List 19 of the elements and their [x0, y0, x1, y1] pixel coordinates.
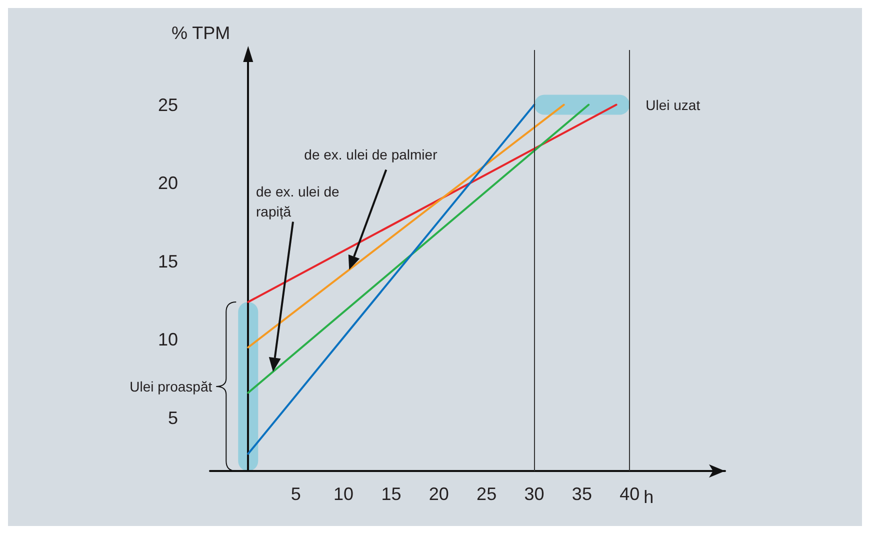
x-tick-label: 25 [476, 484, 497, 504]
annotation: Ulei uzat [646, 96, 700, 113]
x-tick-label: 40 [620, 484, 640, 504]
y-tick-label: 10 [158, 330, 178, 350]
x-tick-label: 15 [381, 484, 402, 504]
y-tick-label: 15 [158, 251, 178, 272]
x-tick-label: 5 [290, 484, 301, 504]
annotation: de ex. ulei de palmier [304, 146, 438, 163]
x-tick-label: 35 [572, 484, 592, 504]
x-tick-label: 20 [428, 484, 449, 504]
y-axis-title: % TPM [171, 23, 230, 43]
annotation: de ex. ulei de rapiță [256, 184, 340, 220]
x-tick-label: 30 [524, 484, 544, 504]
annotation: Ulei proaspăt [130, 378, 212, 394]
y-tick-label: 5 [168, 408, 178, 428]
y-tick-label: 20 [158, 173, 178, 194]
x-axis-title: h [644, 487, 654, 507]
x-tick-label: 10 [334, 484, 354, 504]
y-tick-label: 25 [158, 94, 178, 115]
